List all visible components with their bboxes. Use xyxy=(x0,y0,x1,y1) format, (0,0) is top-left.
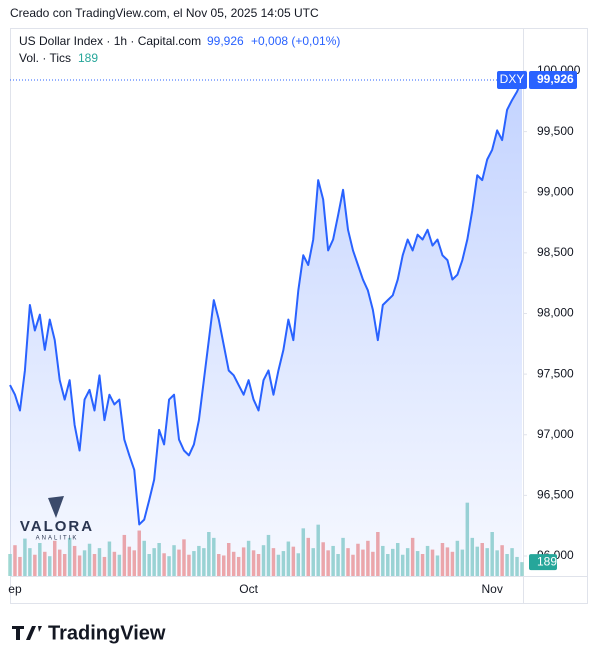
legend-change: +0,008 (+0,01%) xyxy=(251,34,340,48)
symbol-tag: DXY xyxy=(500,72,525,86)
symbol-tag-bg xyxy=(497,70,527,89)
legend-volume-value: 189 xyxy=(78,51,98,65)
price-tag-bg xyxy=(529,70,577,89)
legend-title: US Dollar Index · 1h · Capital.com xyxy=(19,34,201,48)
price-tag: 99,926 xyxy=(537,72,574,86)
chart-frame xyxy=(10,28,588,604)
watermark-icon xyxy=(48,496,64,518)
y-tick-label: 98,500 xyxy=(537,245,574,259)
y-tick-label: 99,500 xyxy=(537,124,574,138)
area-fill xyxy=(10,79,522,577)
watermark-subtext: ANALITIK xyxy=(36,536,79,542)
x-tick-label: ep xyxy=(8,582,22,596)
watermark-text: VALORA xyxy=(20,518,94,535)
attribution: Creado con TradingView.com, el Nov 05, 2… xyxy=(10,6,319,20)
legend-volume: Vol. · Tics xyxy=(19,51,71,65)
y-tick-label: 97,500 xyxy=(537,366,574,380)
y-tick-label: 99,000 xyxy=(537,184,574,198)
watermark: VALORA ANALITIK xyxy=(20,496,94,542)
price-line xyxy=(9,79,523,526)
y-tick-label: 97,000 xyxy=(537,427,574,441)
legend-price: 99,926 xyxy=(207,34,244,48)
x-tick-label: Oct xyxy=(239,582,258,596)
brand-logo: TradingView xyxy=(12,622,166,644)
brand-name: TradingView xyxy=(48,622,166,644)
y-tick-label: 98,000 xyxy=(537,306,574,320)
y-tick-label: 96,500 xyxy=(537,488,574,502)
plot: 96,00096,50097,00097,50098,00098,50099,0… xyxy=(8,63,581,596)
volume-tag-bg xyxy=(529,554,557,571)
volume-tag: 189 xyxy=(537,554,557,568)
x-tick-label: Nov xyxy=(482,582,503,596)
brand-icon xyxy=(12,626,42,640)
